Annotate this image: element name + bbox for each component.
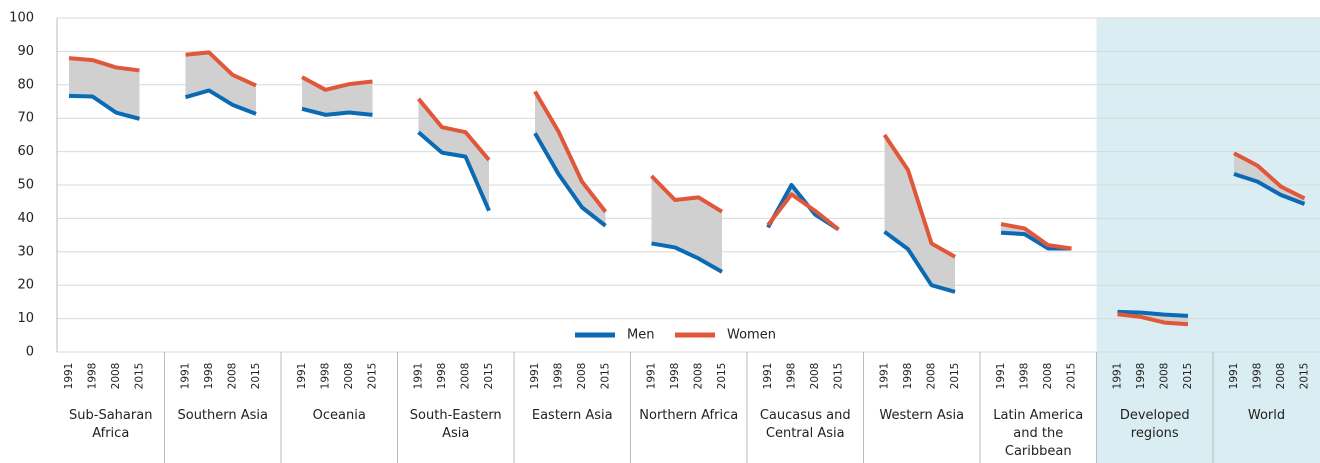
series-line bbox=[651, 241, 723, 274]
group-label: Latin America and the Caribbean bbox=[993, 408, 1084, 459]
x-tick-label: 2008 bbox=[1159, 363, 1171, 390]
series-line bbox=[1233, 151, 1306, 201]
legend-label: Women bbox=[727, 328, 776, 343]
x-tick-label: 1998 bbox=[1135, 363, 1147, 390]
x-tick-label: 2008 bbox=[926, 363, 938, 390]
x-tick-label: 2015 bbox=[600, 363, 612, 390]
x-tick-label: 2015 bbox=[949, 363, 961, 390]
series-line bbox=[417, 130, 491, 212]
x-tick-label: 1998 bbox=[1252, 363, 1264, 390]
x-tick-label: 1991 bbox=[413, 363, 425, 390]
group-label: Northern Africa bbox=[639, 408, 739, 423]
x-tick-label: 1991 bbox=[180, 363, 192, 390]
x-tick-label: 2015 bbox=[1299, 363, 1311, 390]
x-tick-label: 1991 bbox=[762, 363, 774, 390]
series-line bbox=[301, 106, 373, 117]
x-tick-label: 2008 bbox=[227, 363, 239, 390]
x-tick-label: 2015 bbox=[1066, 363, 1078, 390]
series-line bbox=[68, 93, 141, 121]
series-line bbox=[416, 97, 491, 162]
y-tick-label: 90 bbox=[17, 44, 34, 59]
x-tick-label: 2008 bbox=[693, 363, 705, 390]
x-tick-label: 2008 bbox=[576, 363, 588, 390]
series-line bbox=[533, 132, 607, 228]
gap-area bbox=[1001, 224, 1072, 249]
y-tick-label: 30 bbox=[17, 244, 34, 259]
gap-area bbox=[418, 98, 489, 211]
series-line bbox=[1000, 222, 1072, 251]
series-line bbox=[184, 88, 257, 116]
x-tick-label: 1991 bbox=[879, 363, 891, 390]
group-label: World bbox=[1247, 408, 1286, 423]
x-tick-label: 1991 bbox=[529, 363, 541, 390]
y-tick-label: 10 bbox=[17, 311, 34, 326]
series-line bbox=[883, 230, 956, 294]
x-tick-label: 1998 bbox=[669, 363, 681, 390]
x-tick-label: 2015 bbox=[716, 363, 728, 390]
series-line bbox=[650, 174, 724, 214]
group-label: Southern Asia bbox=[177, 408, 268, 423]
x-tick-label: 2015 bbox=[250, 363, 262, 390]
series-line bbox=[1233, 172, 1306, 206]
x-tick-label: 1991 bbox=[646, 363, 658, 390]
series-line bbox=[882, 133, 956, 259]
gap-area bbox=[185, 52, 256, 114]
x-tick-label: 1998 bbox=[902, 363, 914, 390]
gap-area bbox=[884, 134, 955, 292]
x-tick-label: 1991 bbox=[1112, 363, 1124, 390]
y-tick-label: 70 bbox=[17, 111, 34, 126]
x-tick-label: 2015 bbox=[134, 363, 146, 390]
y-tick-label: 20 bbox=[17, 278, 34, 293]
x-tick-label: 2015 bbox=[1182, 363, 1194, 390]
x-tick-label: 2008 bbox=[809, 363, 821, 390]
y-tick-label: 0 bbox=[26, 345, 34, 360]
legend-label: Men bbox=[627, 328, 654, 343]
gap-area bbox=[69, 58, 140, 119]
gap-area bbox=[302, 77, 373, 115]
x-tick-label: 2008 bbox=[460, 363, 472, 390]
y-tick-label: 40 bbox=[17, 211, 34, 226]
x-tick-label: 2008 bbox=[343, 363, 355, 390]
x-tick-label: 1998 bbox=[320, 363, 332, 390]
group-label: Sub-Saharan Africa bbox=[69, 408, 153, 441]
x-tick-label: 1998 bbox=[553, 363, 565, 390]
group-label: Eastern Asia bbox=[531, 408, 613, 423]
series-line bbox=[766, 192, 840, 231]
x-tick-label: 1998 bbox=[436, 363, 448, 390]
group-label: Oceania bbox=[312, 408, 366, 423]
x-tick-label: 2008 bbox=[110, 363, 122, 390]
x-tick-label: 1998 bbox=[786, 363, 798, 390]
series-line bbox=[533, 90, 608, 213]
x-tick-label: 2008 bbox=[1275, 363, 1287, 390]
group-label: South-Eastern Asia bbox=[409, 408, 502, 441]
series-line bbox=[301, 75, 373, 92]
series-line bbox=[1117, 309, 1189, 318]
series-line bbox=[1117, 312, 1189, 327]
x-tick-label: 1991 bbox=[1228, 363, 1240, 390]
x-tick-label: 1991 bbox=[296, 363, 308, 390]
highlight-band bbox=[1096, 18, 1213, 463]
x-tick-label: 1998 bbox=[87, 363, 99, 390]
y-tick-label: 60 bbox=[17, 144, 34, 159]
y-tick-label: 80 bbox=[17, 77, 34, 92]
x-tick-label: 2015 bbox=[833, 363, 845, 390]
group-label: Caucasus and Central Asia bbox=[759, 408, 851, 441]
x-tick-label: 2008 bbox=[1042, 363, 1054, 390]
x-tick-label: 1991 bbox=[995, 363, 1007, 390]
series-line bbox=[185, 50, 257, 88]
y-tick-label: 50 bbox=[17, 178, 34, 193]
y-tick-label: 100 bbox=[9, 11, 34, 26]
x-tick-label: 1998 bbox=[203, 363, 215, 390]
highlight-band bbox=[1213, 18, 1320, 463]
group-label: Developed regions bbox=[1119, 408, 1190, 441]
gap-area bbox=[651, 175, 722, 272]
x-tick-label: 1991 bbox=[63, 363, 75, 390]
x-tick-label: 1998 bbox=[1019, 363, 1031, 390]
x-tick-label: 2015 bbox=[483, 363, 495, 390]
series-line bbox=[68, 56, 140, 73]
group-label: Western Asia bbox=[879, 408, 965, 423]
x-tick-label: 2015 bbox=[367, 363, 379, 390]
